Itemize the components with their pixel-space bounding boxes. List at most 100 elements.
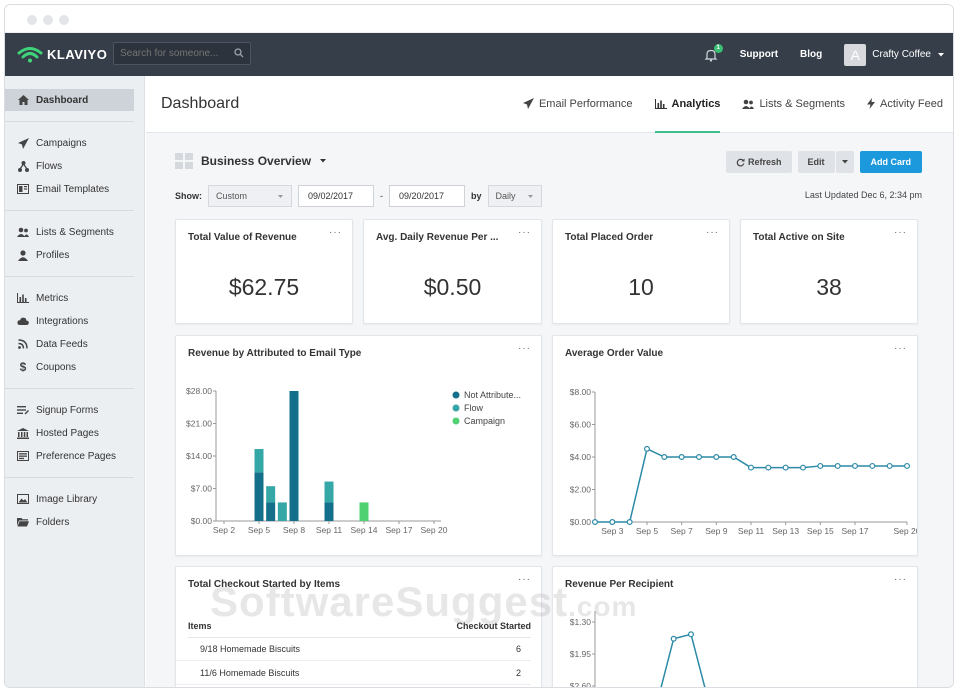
account-name: Crafty Coffee bbox=[872, 49, 931, 60]
page-title: Dashboard bbox=[161, 95, 240, 112]
sidebar-divider bbox=[5, 276, 134, 277]
sidebar-item-coupons[interactable]: $ Coupons bbox=[5, 356, 144, 378]
tab-analytics[interactable]: Analytics bbox=[654, 76, 721, 133]
sidebar-item-hosted-pages[interactable]: Hosted Pages bbox=[5, 422, 144, 444]
y-tick-label: $14.00 bbox=[186, 451, 212, 461]
sidebar-item-integrations[interactable]: Integrations bbox=[5, 310, 144, 332]
card-more-button[interactable]: ··· bbox=[894, 227, 907, 238]
notifications-button[interactable]: 1 bbox=[704, 43, 723, 62]
revenue-bar-chart: $0.00 $7.00 $14.00 $21.00 $28.00 Sep 2 Sep 5 Se… bbox=[186, 386, 521, 535]
x-tick-label: Sep 13 bbox=[772, 526, 799, 536]
table-row[interactable]: 9/18 Homemade Biscuits 6 bbox=[176, 638, 531, 661]
edit-menu-button[interactable] bbox=[835, 151, 854, 173]
sidebar-item-campaigns[interactable]: Campaigns bbox=[5, 132, 144, 154]
card-more-button[interactable]: ··· bbox=[329, 227, 342, 238]
data-point bbox=[609, 519, 616, 526]
sidebar-item-metrics[interactable]: Metrics bbox=[5, 287, 144, 309]
card-title: Total Placed Order bbox=[565, 232, 654, 243]
card-more-button[interactable]: ··· bbox=[518, 574, 531, 585]
range-value: Custom bbox=[216, 191, 248, 201]
sidebar-divider bbox=[5, 121, 134, 122]
col-items: Items bbox=[188, 621, 212, 631]
y-tick-label: $2.00 bbox=[570, 485, 592, 495]
date-to-input[interactable]: 09/20/2017 bbox=[389, 185, 465, 207]
sidebar-item-lists-segments[interactable]: Lists & Segments bbox=[5, 221, 144, 243]
legend-marker bbox=[452, 417, 460, 425]
sidebar-item-image-library[interactable]: Image Library bbox=[5, 488, 144, 510]
sidebar-item-label: Preference Pages bbox=[36, 450, 117, 462]
sidebar-item-data-feeds[interactable]: Data Feeds bbox=[5, 333, 144, 355]
table-row[interactable]: 11/6 Homemade Biscuits 2 bbox=[176, 662, 531, 685]
card-title: Total Active on Site bbox=[753, 232, 845, 243]
sidebar-item-email-templates[interactable]: Email Templates bbox=[5, 178, 144, 200]
search-box[interactable] bbox=[113, 42, 251, 65]
sidebar-item-label: Image Library bbox=[36, 493, 98, 505]
sidebar-item-label: Data Feeds bbox=[36, 338, 88, 350]
caret-down-icon bbox=[278, 194, 283, 198]
sidebar-item-flows[interactable]: Flows bbox=[5, 155, 144, 177]
sidebar-item-preference-pages[interactable]: Preference Pages bbox=[5, 445, 144, 467]
blog-link[interactable]: Blog bbox=[800, 49, 823, 60]
sidebar-item-label: Flows bbox=[36, 160, 63, 172]
stat-value: $62.75 bbox=[228, 274, 300, 300]
bolt-icon bbox=[867, 98, 876, 109]
refresh-label: Refresh bbox=[747, 157, 782, 167]
card-more-button[interactable]: ··· bbox=[518, 227, 531, 238]
data-point bbox=[688, 631, 695, 638]
tab-activity-feed[interactable]: Activity Feed bbox=[867, 76, 943, 133]
stat-card-active-on-site: Total Active on Site ··· 38 bbox=[740, 219, 918, 324]
stat-card-avg-daily: Avg. Daily Revenue Per ... ··· $0.50 bbox=[363, 219, 542, 324]
date-from-input[interactable]: 09/02/2017 bbox=[298, 185, 374, 207]
search-input[interactable] bbox=[114, 43, 230, 64]
edit-button[interactable]: Edit bbox=[797, 151, 835, 173]
support-link[interactable]: Support bbox=[739, 49, 779, 60]
account-menu[interactable]: A Crafty Coffee bbox=[844, 43, 945, 66]
series-line bbox=[595, 447, 907, 523]
card-more-button[interactable]: ··· bbox=[706, 227, 719, 238]
date-filters: Show: Custom 09/02/2017 - 09/20/2017 by … bbox=[175, 185, 542, 207]
card-more-button[interactable]: ··· bbox=[518, 343, 531, 354]
user-icon bbox=[17, 249, 29, 261]
refresh-button[interactable]: Refresh bbox=[725, 151, 792, 173]
legend-label: Flow bbox=[464, 403, 484, 413]
klaviyo-logo[interactable]: KLAVIYO bbox=[17, 45, 107, 63]
page-header: Dashboard Email Performance Analytics Li… bbox=[146, 76, 953, 133]
x-tick-label: Sep 9 bbox=[705, 526, 727, 536]
dashboard-tabs: Email Performance Analytics Lists & Segm… bbox=[522, 76, 943, 133]
top-right-menu: 1 Support Blog A Crafty Coffee bbox=[704, 33, 945, 76]
legend-marker bbox=[452, 404, 460, 412]
row-count: 2 bbox=[515, 668, 521, 678]
x-tick-label: Sep 14 bbox=[351, 525, 378, 535]
window-dot-close[interactable] bbox=[27, 15, 37, 25]
x-tick-label: Sep 11 bbox=[316, 525, 343, 535]
range-select[interactable]: Custom bbox=[208, 185, 292, 207]
x-tick-label: Sep 20 bbox=[421, 525, 448, 535]
stat-value: 38 bbox=[816, 274, 842, 300]
bar-chart-icon bbox=[17, 292, 29, 304]
tab-email-performance[interactable]: Email Performance bbox=[522, 76, 633, 133]
card-more-button[interactable]: ··· bbox=[894, 574, 907, 585]
sidebar-item-dashboard[interactable]: Dashboard bbox=[5, 89, 134, 111]
add-card-label: Add Card bbox=[870, 157, 912, 167]
interval-select[interactable]: Daily bbox=[487, 185, 542, 207]
folder-icon bbox=[17, 516, 29, 528]
cloud-icon bbox=[17, 315, 29, 327]
card-more-button[interactable]: ··· bbox=[894, 343, 907, 354]
wifi-logo-icon bbox=[17, 47, 43, 63]
tab-lists-segments[interactable]: Lists & Segments bbox=[742, 76, 845, 133]
y-tick-label: $6.00 bbox=[570, 420, 592, 430]
y-tick-label: $8.00 bbox=[570, 387, 592, 397]
window-dot-minimize[interactable] bbox=[43, 15, 53, 25]
add-card-button[interactable]: Add Card bbox=[859, 151, 922, 173]
sidebar-item-signup-forms[interactable]: Signup Forms bbox=[5, 399, 144, 421]
sidebar-item-profiles[interactable]: Profiles bbox=[5, 244, 144, 266]
business-overview-dropdown[interactable]: Business Overview bbox=[175, 153, 327, 169]
x-tick-label: Sep 7 bbox=[671, 526, 693, 536]
search-icon[interactable] bbox=[234, 48, 244, 58]
home-icon bbox=[17, 94, 29, 106]
x-tick-label: Sep 5 bbox=[636, 526, 658, 536]
caret-down-icon bbox=[527, 194, 533, 198]
window-dot-maximize[interactable] bbox=[59, 15, 69, 25]
form-icon bbox=[17, 404, 29, 416]
sidebar-item-folders[interactable]: Folders bbox=[5, 511, 144, 533]
